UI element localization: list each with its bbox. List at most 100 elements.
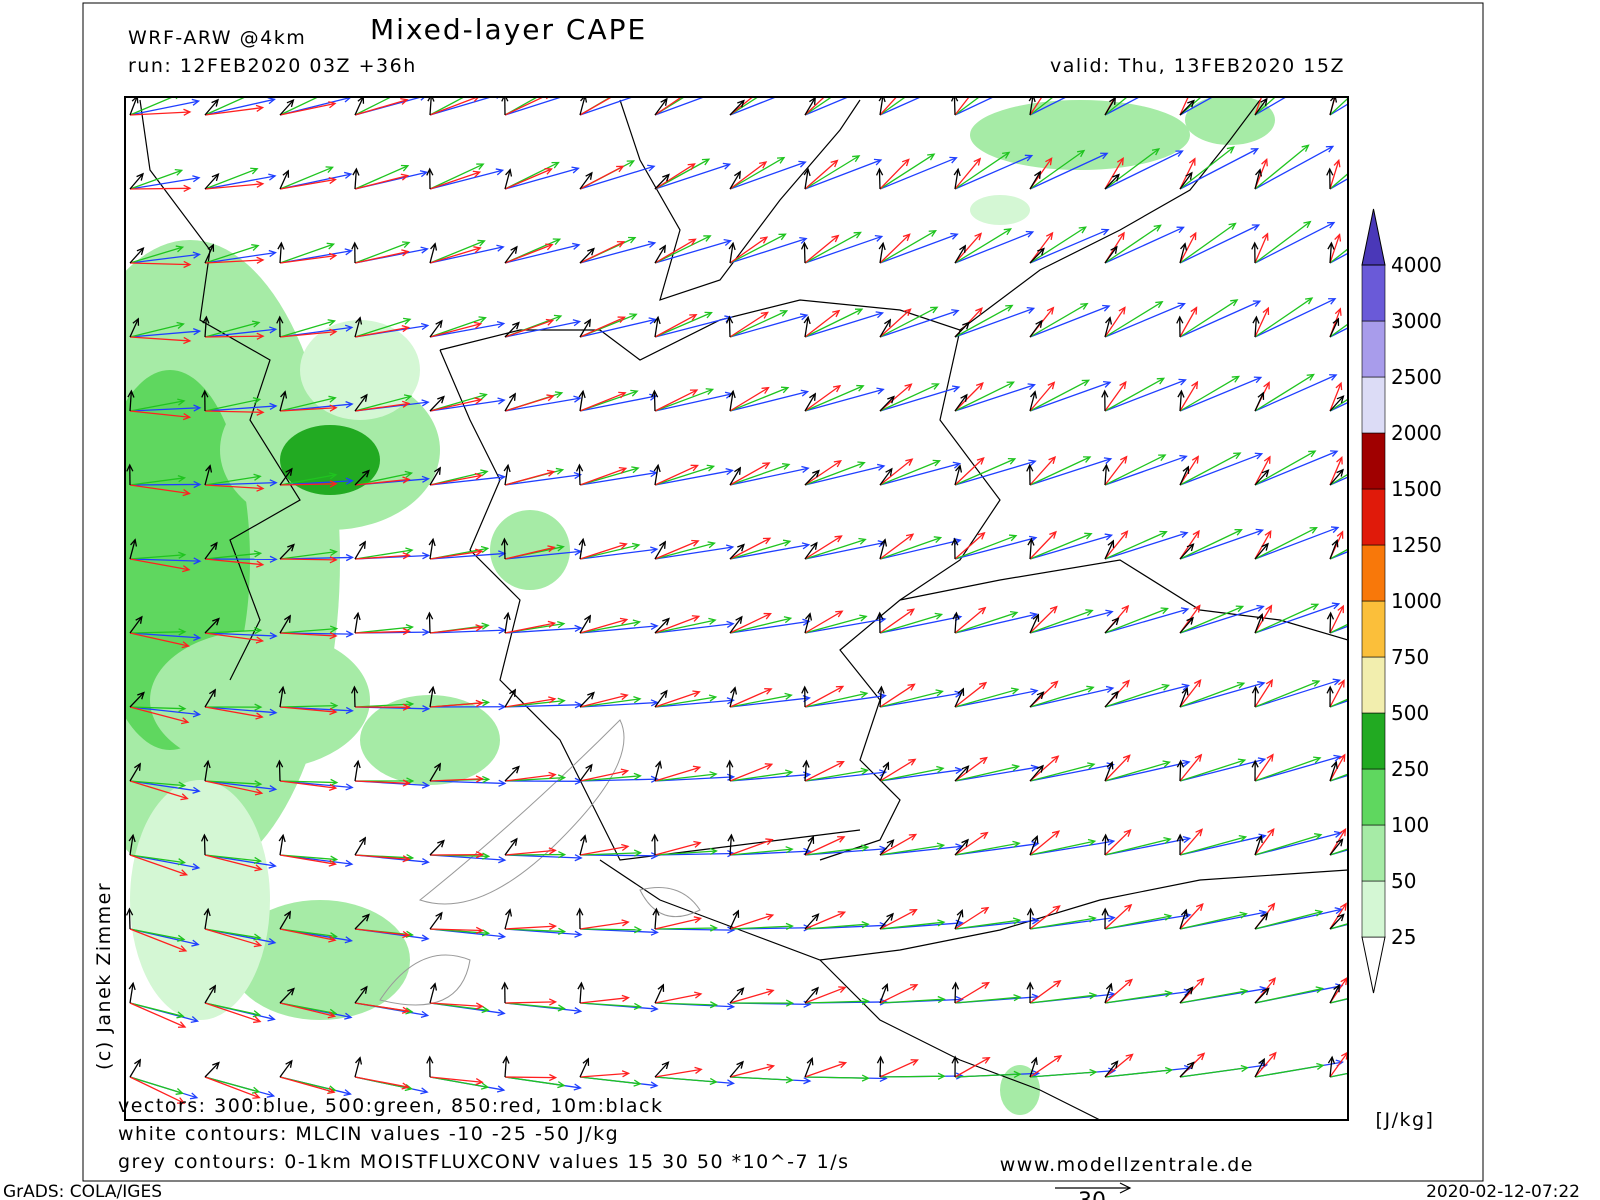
- wind-vector-head: [344, 936, 354, 944]
- wind-vector: [879, 844, 944, 856]
- wind-vector-head: [1107, 539, 1115, 548]
- wind-vector: [1254, 392, 1264, 412]
- wind-vector: [204, 1002, 260, 1016]
- wind-vector-head: [203, 759, 211, 769]
- wind-vector: [579, 318, 656, 338]
- wind-vector: [204, 1076, 260, 1099]
- wind-vector: [429, 928, 483, 932]
- wind-vector-head: [838, 1061, 848, 1069]
- wind-vector-head: [1330, 97, 1338, 103]
- wind-vector: [204, 168, 258, 190]
- wind-vector-head: [481, 929, 491, 937]
- wind-vector-head: [1186, 1061, 1195, 1070]
- wind-vector-head: [496, 244, 505, 252]
- wind-vector-head: [328, 1008, 338, 1016]
- wind-vector-head: [176, 1011, 185, 1019]
- wind-vector-head: [328, 101, 337, 109]
- wind-vector-head: [1267, 902, 1276, 911]
- colorbar-box: [1361, 656, 1386, 714]
- wind-vector: [879, 839, 894, 856]
- wind-vector: [1329, 473, 1348, 486]
- wind-vector-head: [545, 243, 554, 251]
- wind-vector-head: [548, 922, 558, 931]
- colorbar-box: [1361, 432, 1386, 490]
- wind-vector: [1329, 457, 1343, 486]
- wind-vector-head: [345, 706, 354, 715]
- wind-vector-head: [1107, 914, 1116, 922]
- wind-vector: [504, 613, 509, 634]
- wind-vector-head: [835, 685, 845, 693]
- wind-vector: [729, 391, 734, 412]
- wind-vector-head: [726, 697, 735, 705]
- wind-vector: [654, 690, 668, 708]
- wind-vector: [1329, 1057, 1333, 1078]
- wind-vector: [1104, 532, 1188, 560]
- wind-vector-head: [131, 97, 139, 104]
- wind-vector-head: [1310, 603, 1320, 611]
- wind-vector-head: [873, 158, 883, 166]
- wind-vector-head: [931, 383, 940, 390]
- wind-vector-head: [179, 869, 189, 877]
- wind-vector: [804, 694, 886, 708]
- wind-vector-head: [1047, 381, 1056, 390]
- wind-vector: [129, 1059, 141, 1078]
- wind-vector: [429, 552, 505, 560]
- wind-vector-head: [178, 704, 187, 713]
- wind-vector-head: [736, 987, 745, 996]
- wind-vector-head: [547, 545, 556, 553]
- wind-vector: [1104, 246, 1118, 264]
- wind-vector-head: [177, 1097, 186, 1104]
- wind-vector: [1329, 913, 1345, 930]
- wind-vector-head: [254, 864, 263, 872]
- wind-vector-head: [435, 319, 443, 328]
- wind-vector-head: [177, 475, 187, 483]
- wind-vector-head: [400, 173, 410, 181]
- wind-vector-head: [329, 556, 338, 564]
- wind-vector: [504, 689, 516, 708]
- wind-vector: [129, 835, 134, 856]
- wind-vector: [729, 1076, 793, 1081]
- wind-vector-head: [1048, 456, 1057, 465]
- wind-vector-head: [832, 309, 841, 318]
- wind-vector-head: [1111, 690, 1119, 699]
- wind-vector: [1029, 687, 1114, 708]
- wind-vector: [579, 544, 640, 560]
- wind-vector-head: [905, 458, 914, 466]
- wind-vector-head: [1102, 304, 1111, 312]
- wind-vector: [129, 100, 199, 116]
- wind-vector-head: [1186, 616, 1194, 625]
- wind-vector: [429, 467, 441, 486]
- wind-vector: [129, 246, 183, 264]
- wind-vector: [1329, 395, 1344, 412]
- wind-vector: [204, 928, 261, 947]
- wind-vector: [1179, 835, 1266, 856]
- wind-vector: [204, 244, 214, 264]
- wind-vector-head: [877, 685, 885, 694]
- wind-vector-head: [475, 851, 484, 859]
- wind-vector-head: [1089, 1068, 1098, 1077]
- wind-vector-head: [708, 617, 717, 625]
- wind-vector-head: [477, 239, 486, 247]
- wind-vector: [504, 909, 511, 930]
- wind-vector: [729, 687, 736, 708]
- wind-vector: [579, 165, 655, 190]
- wind-vector-head: [551, 161, 560, 169]
- wind-vector-head: [980, 831, 989, 840]
- wind-vector: [654, 696, 716, 708]
- wind-vector: [729, 171, 741, 190]
- wind-vector: [1029, 456, 1056, 486]
- wind-vector-head: [256, 484, 265, 492]
- wind-vector-head: [473, 321, 483, 329]
- wind-vector-head: [344, 1012, 353, 1020]
- wind-vector-head: [344, 248, 353, 256]
- wind-vector-head: [1105, 685, 1115, 693]
- wind-vector: [1029, 755, 1059, 782]
- wind-vector: [204, 928, 261, 939]
- wind-vector: [429, 1076, 483, 1083]
- wind-vector: [729, 387, 789, 412]
- wind-vector-head: [329, 480, 338, 488]
- wind-vector-head: [783, 616, 793, 624]
- wind-vector-head: [1251, 241, 1259, 250]
- wind-vector-head: [805, 612, 813, 621]
- wind-vector: [729, 100, 745, 116]
